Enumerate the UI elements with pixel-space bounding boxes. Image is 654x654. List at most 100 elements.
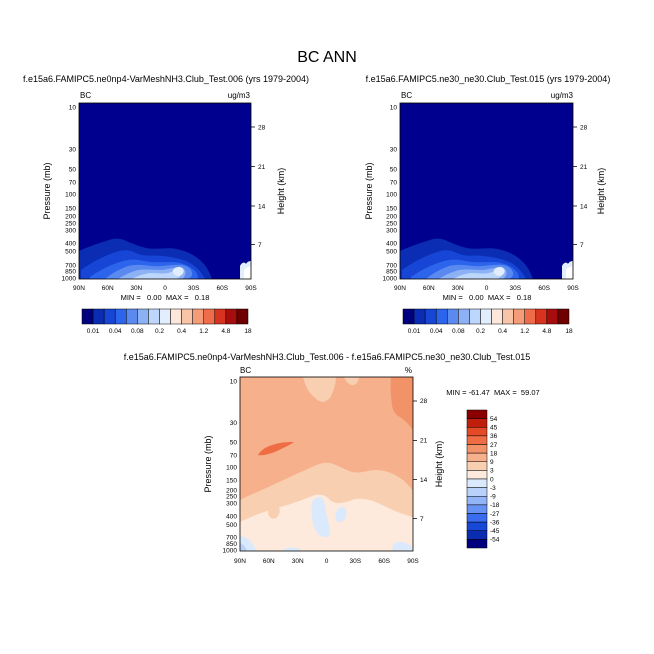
panel2-title: f.e15a6.FAMIPC5.ne30_ne30.Club_Test.015 … (366, 74, 611, 84)
y-tick: 10 (390, 105, 398, 112)
x-tick: 90S (407, 558, 419, 565)
height-tick: 14 (258, 204, 266, 211)
colorbar-box (181, 308, 193, 325)
panel3-y-axis: 10 30 50 70 100 150 200 250 300 400 500 … (203, 379, 237, 555)
panel2-units: ug/m3 (551, 91, 574, 100)
colorbar-label: 45 (490, 425, 498, 432)
x-tick: 30S (350, 558, 362, 565)
colorbar-box (480, 308, 492, 325)
panel2-stats: MIN = 0.00 MAX = 0.18 (443, 293, 532, 302)
y-tick: 50 (69, 167, 77, 174)
y-tick: 500 (386, 249, 397, 256)
height-tick: 28 (420, 398, 428, 405)
colorbar-box (192, 308, 204, 325)
x-tick: 30N (452, 285, 464, 292)
colorbar-box (466, 435, 488, 445)
colorbar-label: 3 (490, 468, 494, 475)
y-tick: 70 (69, 180, 77, 187)
y-tick: 400 (386, 241, 397, 248)
y-tick: 100 (226, 465, 237, 472)
colorbar-box (402, 308, 415, 325)
colorbar-box (466, 470, 488, 480)
y-tick: 1000 (62, 276, 77, 283)
panel3-height-axis: 28 21 14 7 Height (km) (413, 398, 444, 523)
y-tick: 850 (65, 269, 76, 276)
y-tick: 200 (386, 214, 397, 221)
colorbar-label: 0.04 (109, 328, 122, 335)
height-tick: 21 (420, 438, 428, 445)
x-tick: 0 (485, 285, 489, 292)
colorbar-label: 18 (490, 450, 498, 457)
panel1-x-axis: 90N 60N 30N 0 30S 60S 90S (73, 285, 257, 292)
colorbar-box (114, 308, 127, 325)
height-tick: 21 (580, 164, 588, 171)
height-tick: 28 (258, 125, 266, 132)
height-axis-label: Height (km) (276, 168, 286, 215)
colorbar-panel1: 0.01 0.04 0.08 0.2 0.4 1.2 4.8 18 (81, 308, 252, 335)
colorbar-label: -54 (490, 537, 500, 544)
panel2-left-label: BC (401, 91, 412, 100)
y-tick: 200 (65, 214, 76, 221)
colorbar-panel2: 0.01 0.04 0.08 0.2 0.4 1.2 4.8 18 (402, 308, 573, 335)
colorbar-label: 1.2 (199, 328, 208, 335)
y-tick: 30 (390, 147, 398, 154)
colorbar-label: 0.4 (177, 328, 186, 335)
y-tick: 500 (65, 249, 76, 256)
colorbar-box (466, 496, 488, 506)
panel3-stats: MIN = -61.47 MAX = 59.07 (446, 388, 539, 397)
colorbar-label: -27 (490, 511, 500, 518)
height-tick: 7 (580, 242, 584, 249)
colorbar-box (557, 308, 570, 325)
panel2-x-axis: 90N 60N 30N 0 30S 60S 90S (394, 285, 579, 292)
colorbar-label: 0.08 (452, 328, 465, 335)
x-tick: 30S (188, 285, 200, 292)
main-title: BC ANN (297, 49, 357, 66)
panel2-height-axis: 28 21 14 7 Height (km) (573, 125, 606, 249)
panel-difference: f.e15a6.FAMIPC5.ne0np4-VarMeshNH3.Club_T… (124, 352, 540, 565)
panel3-left-label: BC (240, 366, 251, 375)
colorbar-box (159, 308, 171, 325)
colorbar-box (137, 308, 149, 325)
height-axis-label: Height (km) (434, 441, 444, 488)
colorbar-box (466, 487, 488, 497)
colorbar-box (466, 409, 488, 419)
height-tick: 28 (580, 125, 588, 132)
y-tick: 250 (65, 221, 76, 228)
colorbar-box (524, 308, 537, 325)
colorbar-box (236, 308, 249, 325)
colorbar-label: 0.08 (131, 328, 144, 335)
colorbar-box (466, 539, 488, 549)
panel2-contour-fill (400, 238, 573, 279)
x-tick: 90S (245, 285, 257, 292)
colorbar-label: 4.8 (542, 328, 551, 335)
panel3-x-axis: 90N 60N 30N 0 30S 60S 90S (234, 558, 419, 565)
y-tick: 100 (65, 192, 76, 199)
panel-model-1: f.e15a6.FAMIPC5.ne0np4-VarMeshNH3.Club_T… (23, 74, 309, 302)
y-tick: 10 (230, 379, 238, 386)
x-tick: 30S (510, 285, 522, 292)
y-tick: 200 (226, 488, 237, 495)
colorbar-box (466, 521, 488, 531)
colorbar-label: 0.01 (87, 328, 100, 335)
colorbar-box (126, 308, 138, 325)
colorbar-label: 54 (490, 416, 498, 423)
colorbar-box (170, 308, 182, 325)
colorbar-box (214, 308, 227, 325)
y-axis-label: Pressure (mb) (42, 162, 52, 219)
colorbar-label: -45 (490, 528, 500, 535)
colorbar-box (513, 308, 525, 325)
colorbar-box (435, 308, 448, 325)
x-tick: 60N (102, 285, 114, 292)
x-tick: 0 (163, 285, 167, 292)
y-tick: 700 (386, 263, 397, 270)
colorbar-box (466, 513, 488, 523)
panel-model-2: f.e15a6.FAMIPC5.ne30_ne30.Club_Test.015 … (364, 74, 610, 302)
colorbar-box (502, 308, 514, 325)
colorbar-box (466, 427, 488, 437)
colorbar-label: 1.2 (520, 328, 529, 335)
colorbar-box (458, 308, 470, 325)
colorbar-box (535, 308, 548, 325)
colorbar-label: -3 (490, 485, 496, 492)
y-tick: 70 (390, 180, 398, 187)
